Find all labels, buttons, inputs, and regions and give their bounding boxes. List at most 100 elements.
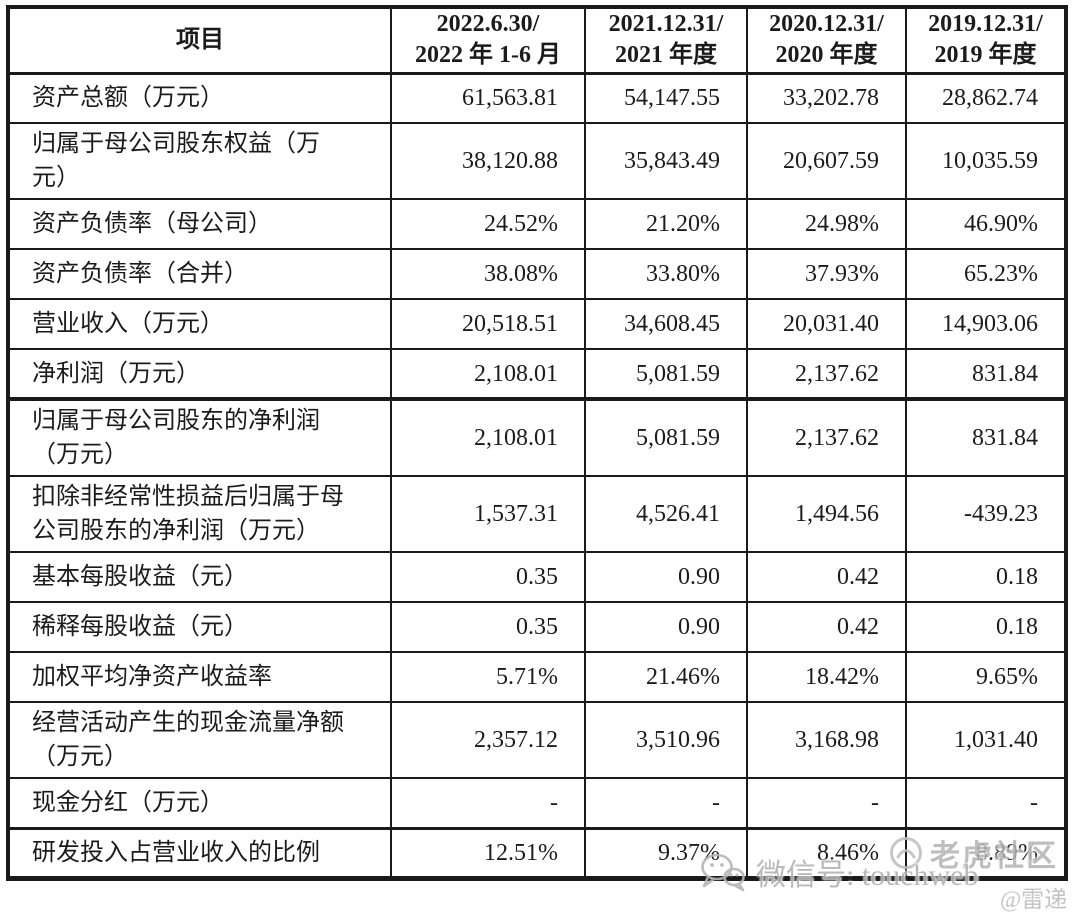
wechat-id-label: 微信号: touchweb <box>756 859 979 892</box>
table-row: 资产负债率（合并） 38.08% 33.80% 37.93% 65.23% <box>7 248 1067 300</box>
row-label: 经营活动产生的现金流量净额（万元） <box>7 701 392 779</box>
row-value: - <box>905 777 1067 829</box>
row-value: 1,537.31 <box>390 475 586 553</box>
period-range: 2022 年 1-6 月 <box>415 42 561 69</box>
period-date: 2021.12.31/ <box>608 11 724 38</box>
row-label: 资产负债率（母公司） <box>7 198 392 250</box>
table-body: 资产总额（万元） 61,563.81 54,147.55 33,202.78 28,86… <box>7 72 1067 879</box>
table-row: 归属于母公司股东权益（万元） 38,120.88 35,843.49 20,607.5… <box>7 122 1067 200</box>
period-date: 2020.12.31/ <box>769 11 884 38</box>
row-value: 0.90 <box>584 601 748 653</box>
row-value: - <box>390 777 586 829</box>
row-value: 12.51% <box>390 826 586 879</box>
header-period-cell: 2022.6.30/ 2022 年 1-6 月 <box>390 6 586 75</box>
row-value: 5.71% <box>390 651 586 703</box>
table-row: 经营活动产生的现金流量净额（万元） 2,357.12 3,510.96 3,168.9… <box>7 701 1067 779</box>
row-value: - <box>584 777 748 829</box>
row-value: 61,563.81 <box>390 72 586 124</box>
row-value: 9.65% <box>905 651 1067 703</box>
row-value: 33,202.78 <box>746 72 907 124</box>
row-value: 46.90% <box>905 198 1067 250</box>
row-value: 0.18 <box>905 551 1067 603</box>
table-row: 基本每股收益（元） 0.35 0.90 0.42 0.18 <box>7 551 1067 603</box>
row-value: 8.89% <box>905 826 1067 879</box>
author-handle: @雷递 <box>1000 887 1068 912</box>
table-row: 净利润（万元） 2,108.01 5,081.59 2,137.62 831.84 <box>7 348 1067 400</box>
tiger-community-label: 老虎社区 <box>930 840 1058 873</box>
row-value: 2,108.01 <box>390 397 586 477</box>
row-value: 35,843.49 <box>584 122 748 200</box>
row-value: 0.42 <box>746 551 907 603</box>
row-value: 3,510.96 <box>584 701 748 779</box>
wechat-watermark: 微信号: touchweb <box>700 850 978 894</box>
wechat-icon <box>700 852 746 892</box>
row-value: 0.90 <box>584 551 748 603</box>
row-value: 2,357.12 <box>390 701 586 779</box>
row-value: 38.08% <box>390 248 586 300</box>
period-range: 2019 年度 <box>934 42 1037 69</box>
row-value: 28,862.74 <box>905 72 1067 124</box>
period-range: 2020 年度 <box>775 42 878 69</box>
row-value: 2,137.62 <box>746 397 907 477</box>
period-date: 2022.6.30/ <box>436 11 540 38</box>
period-date: 2019.12.31/ <box>928 11 1043 38</box>
header-period-cell: 2021.12.31/ 2021 年度 <box>584 6 748 75</box>
tiger-community-badge: 老虎社区 <box>888 831 1058 875</box>
row-label: 现金分红（万元） <box>7 777 392 829</box>
row-value: 34,608.45 <box>584 298 748 350</box>
row-value: 831.84 <box>905 348 1067 400</box>
table-row: 研发投入占营业收入的比例 12.51% 9.37% 8.46% 8.89% <box>7 826 1067 879</box>
row-label: 基本每股收益（元） <box>7 551 392 603</box>
period-range: 2021 年度 <box>615 42 717 69</box>
row-label: 扣除非经常性损益后归属于母公司股东的净利润（万元） <box>7 475 392 553</box>
row-value: 24.52% <box>390 198 586 250</box>
row-value: 20,518.51 <box>390 298 586 350</box>
row-value: 2,137.62 <box>746 348 907 400</box>
row-value: 21.46% <box>584 651 748 703</box>
table-row: 资产负债率（母公司） 24.52% 21.20% 24.98% 46.90% <box>7 198 1067 250</box>
row-value: 5,081.59 <box>584 397 748 477</box>
header-item-cell: 项目 <box>7 6 392 75</box>
row-value: 5,081.59 <box>584 348 748 400</box>
row-value: 38,120.88 <box>390 122 586 200</box>
header-period-cell: 2020.12.31/ 2020 年度 <box>746 6 907 75</box>
row-label: 资产负债率（合并） <box>7 248 392 300</box>
row-value: 9.37% <box>584 826 748 879</box>
row-value: 18.42% <box>746 651 907 703</box>
table-row: 归属于母公司股东的净利润（万元） 2,108.01 5,081.59 2,137.62… <box>7 397 1067 477</box>
row-value: 0.35 <box>390 551 586 603</box>
row-value: 0.42 <box>746 601 907 653</box>
financial-summary-table: 项目 2022.6.30/ 2022 年 1-6 月 2021.12.31/ 2… <box>6 5 1068 881</box>
row-value: 14,903.06 <box>905 298 1067 350</box>
row-label: 稀释每股收益（元） <box>7 601 392 653</box>
row-value: 0.18 <box>905 601 1067 653</box>
table-row: 扣除非经常性损益后归属于母公司股东的净利润（万元） 1,537.31 4,526.4… <box>7 475 1067 553</box>
row-value: 831.84 <box>905 397 1067 477</box>
row-value: 54,147.55 <box>584 72 748 124</box>
row-value: 1,494.56 <box>746 475 907 553</box>
row-label: 资产总额（万元） <box>7 72 392 124</box>
row-value: 21.20% <box>584 198 748 250</box>
table-row: 营业收入（万元） 20,518.51 34,608.45 20,031.40 14,90… <box>7 298 1067 350</box>
row-label: 研发投入占营业收入的比例 <box>7 826 392 879</box>
row-value: 20,031.40 <box>746 298 907 350</box>
table-row: 资产总额（万元） 61,563.81 54,147.55 33,202.78 28,86… <box>7 72 1067 124</box>
row-label: 归属于母公司股东的净利润（万元） <box>7 397 392 477</box>
table-row: 现金分红（万元） - - - - <box>7 777 1067 829</box>
row-value: 0.35 <box>390 601 586 653</box>
row-value: 2,108.01 <box>390 348 586 400</box>
row-label: 净利润（万元） <box>7 348 392 400</box>
row-value: 20,607.59 <box>746 122 907 200</box>
row-value: 4,526.41 <box>584 475 748 553</box>
row-label: 加权平均净资产收益率 <box>7 651 392 703</box>
row-value: 3,168.98 <box>746 701 907 779</box>
tiger-community-logo-icon <box>888 835 924 871</box>
row-value: 8.46% <box>746 826 907 879</box>
row-value: 37.93% <box>746 248 907 300</box>
row-value: - <box>746 777 907 829</box>
row-value: 10,035.59 <box>905 122 1067 200</box>
row-value: 33.80% <box>584 248 748 300</box>
row-value: 1,031.40 <box>905 701 1067 779</box>
table-row: 加权平均净资产收益率 5.71% 21.46% 18.42% 9.65% <box>7 651 1067 703</box>
